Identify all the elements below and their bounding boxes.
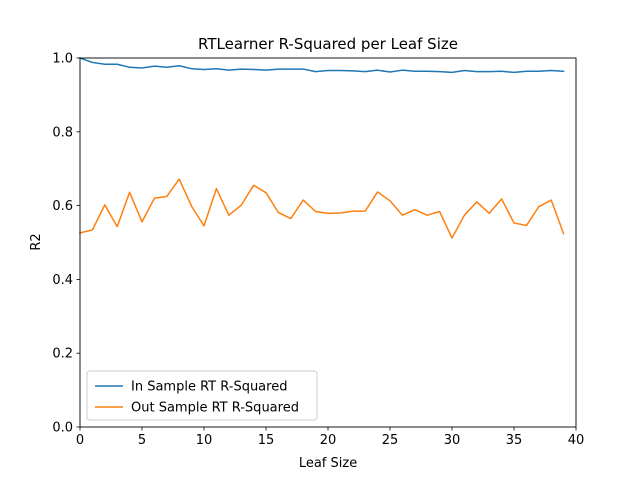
y-axis-label: R2 (29, 233, 44, 250)
x-axis-label: Leaf Size (299, 456, 357, 471)
y-tick-label: 1.0 (52, 52, 73, 67)
x-tick-label: 40 (568, 433, 585, 448)
y-tick-label: 0.6 (52, 199, 73, 214)
series-line-in-sample (79, 57, 565, 74)
x-tick-label: 30 (444, 433, 461, 448)
x-tick-label: 35 (506, 433, 523, 448)
y-tick-label: 0.8 (52, 125, 73, 140)
series-layer (79, 57, 565, 239)
y-axis-ticks: 0.0 0.2 0.4 0.6 0.8 1.0 (52, 52, 80, 436)
x-tick-label: 0 (76, 433, 84, 448)
chart-title: RTLearner R-Squared per Leaf Size (198, 35, 458, 53)
x-tick-label: 5 (138, 433, 146, 448)
legend-box (86, 370, 318, 421)
x-tick-label: 25 (382, 433, 399, 448)
legend: In Sample RT R-Squared Out Sample RT R-S… (86, 370, 318, 421)
x-tick-label: 20 (320, 433, 337, 448)
plot-area (80, 58, 576, 427)
legend-label-out-sample: Out Sample RT R-Squared (131, 401, 299, 416)
series-line-out-sample (79, 178, 565, 239)
y-tick-label: 0.0 (52, 421, 73, 436)
x-axis-ticks: 0 5 10 15 20 25 30 35 40 (76, 427, 584, 448)
x-tick-label: 15 (258, 433, 275, 448)
x-tick-label: 10 (196, 433, 213, 448)
legend-label-in-sample: In Sample RT R-Squared (131, 380, 287, 395)
y-tick-label: 0.4 (52, 273, 73, 288)
y-tick-label: 0.2 (52, 347, 73, 362)
